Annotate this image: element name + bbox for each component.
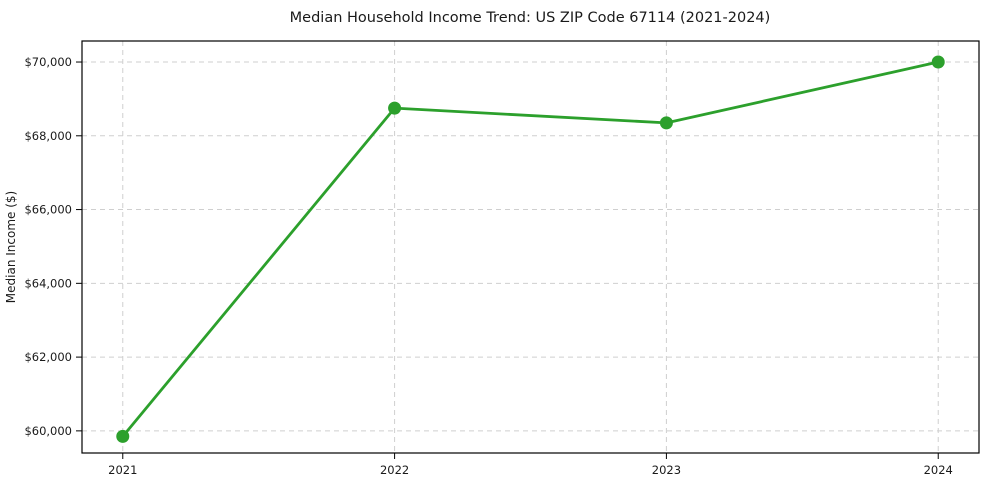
- x-tick-label: 2022: [380, 463, 409, 477]
- y-tick-label: $70,000: [24, 55, 72, 69]
- y-tick-label: $62,000: [24, 350, 72, 364]
- y-tick-label: $64,000: [24, 276, 72, 290]
- data-point: [659, 116, 673, 130]
- x-tick-label: 2023: [652, 463, 681, 477]
- x-tick-label: 2024: [924, 463, 953, 477]
- data-point: [116, 429, 130, 443]
- axis-ticks: [76, 61, 939, 459]
- data-series: [116, 55, 945, 443]
- chart-title: Median Household Income Trend: US ZIP Co…: [290, 10, 771, 26]
- y-tick-label: $66,000: [24, 203, 72, 217]
- gridlines: [82, 41, 979, 453]
- data-point: [931, 55, 945, 69]
- data-point: [388, 101, 402, 115]
- y-axis-label: Median Income ($): [4, 191, 18, 303]
- y-tick-label: $60,000: [24, 424, 72, 438]
- data-line: [121, 60, 940, 438]
- y-tick-label: $68,000: [24, 129, 72, 143]
- plot-border: [81, 40, 980, 454]
- tick-labels: $60,000 $62,000 $64,000 $66,000 $68,000 $70,0…: [24, 55, 952, 477]
- x-tick-label: 2021: [108, 463, 137, 477]
